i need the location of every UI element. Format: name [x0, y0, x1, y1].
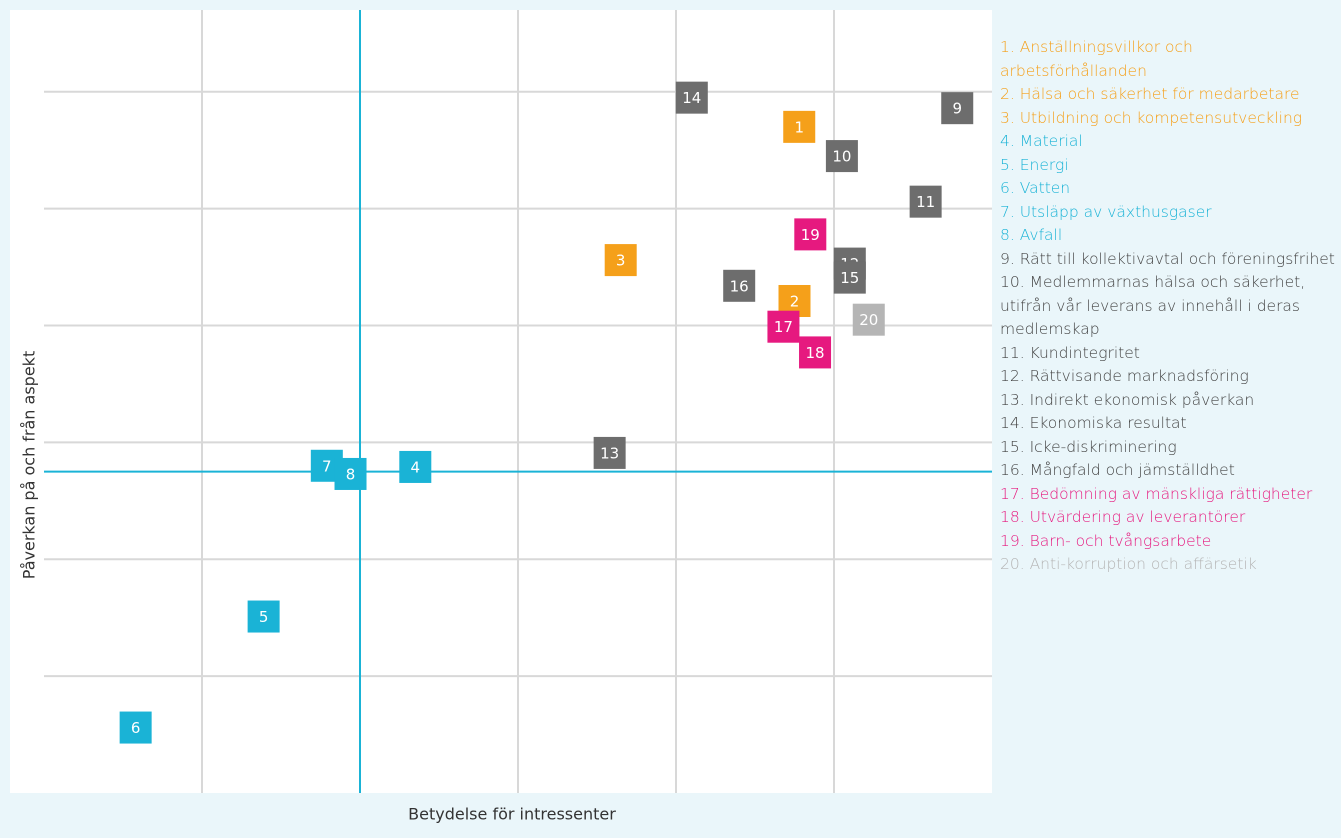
point-label: 17	[774, 318, 793, 336]
legend-entry: 14. Ekonomiska resultat	[1000, 414, 1187, 432]
legend-entry: 9. Rätt till kollektivavtal och förening…	[1000, 249, 1335, 268]
point-label: 1	[794, 118, 804, 136]
legend-entry: 1. Anställningsvillkor och arbetsförhåll…	[1000, 38, 1193, 80]
legend-entry: 16. Mångfald och jämställdhet	[1000, 461, 1235, 479]
x-axis-label: Betydelse för intressenter	[408, 805, 616, 824]
point-label: 14	[682, 89, 701, 107]
legend-entry: 7. Utsläpp av växthusgaser	[1000, 202, 1212, 221]
point-marker	[909, 185, 942, 218]
chart: Betydelse för intressenter Påverkan på o…	[10, 10, 992, 824]
point-marker	[783, 110, 816, 143]
point-marker	[799, 336, 832, 369]
legend-entry: 10. Medlemmarnas hälsa och säkerhet, uti…	[1000, 273, 1306, 338]
y-axis-label: Påverkan på och från aspekt	[20, 351, 39, 579]
legend-entry: 8. Avfall	[1000, 226, 1063, 244]
point-marker	[723, 269, 756, 302]
point-marker	[399, 450, 432, 483]
point-label: 7	[322, 457, 332, 475]
point-marker	[852, 303, 885, 336]
legend-entry: 2. Hälsa och säkerhet för medarbetare	[1000, 85, 1300, 103]
point-label: 8	[346, 465, 356, 483]
point-label: 2	[790, 292, 800, 310]
point-marker	[833, 261, 866, 294]
point-marker	[675, 81, 708, 114]
point-label: 13	[600, 444, 619, 462]
point-marker	[794, 218, 827, 251]
legend-entry: 5. Energi	[1000, 155, 1069, 174]
point-label: 10	[832, 148, 851, 166]
point-label: 16	[730, 277, 749, 295]
point-marker	[604, 244, 637, 277]
point-label: 18	[805, 344, 824, 362]
point-label: 6	[131, 719, 141, 737]
legend-entry: 18. Utvärdering av leverantörer	[1000, 508, 1246, 526]
point-marker	[593, 436, 626, 469]
legend: 1. Anställningsvillkor och arbetsförhåll…	[1000, 36, 1338, 577]
point-marker	[247, 600, 280, 633]
legend-entry: 13. Indirekt ekonomisk påverkan	[1000, 390, 1255, 409]
point-marker	[941, 92, 974, 125]
legend-entry: 20. Anti-korruption och affärsetik	[1000, 555, 1257, 573]
point-label: 4	[411, 458, 421, 476]
point-label: 5	[259, 608, 269, 626]
point-label: 19	[801, 226, 820, 244]
point-label: 3	[616, 252, 626, 270]
legend-entry: 3. Utbildning och kompetensutveckling	[1000, 108, 1303, 127]
legend-entry: 19. Barn- och tvångsarbete	[1000, 531, 1212, 550]
point-label: 9	[952, 100, 962, 118]
legend-entry: 11. Kundintegritet	[1000, 343, 1140, 362]
legend-entry: 4. Material	[1000, 132, 1083, 150]
point-label: 15	[840, 269, 859, 287]
legend-entry: 15. Icke-diskriminering	[1000, 437, 1177, 456]
legend-entry: 12. Rättvisande marknadsföring	[1000, 367, 1249, 385]
point-marker	[825, 140, 858, 173]
point-label: 20	[859, 311, 878, 329]
legend-entry: 6. Vatten	[1000, 179, 1071, 197]
point-marker	[119, 711, 152, 744]
point-marker	[767, 310, 800, 343]
point-marker	[334, 457, 367, 490]
legend-entry: 17. Bedömning av mänskliga rättigheter	[1000, 484, 1313, 503]
point-label: 11	[916, 193, 935, 211]
